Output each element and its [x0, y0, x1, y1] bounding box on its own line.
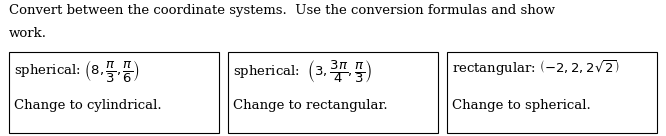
Text: Change to cylindrical.: Change to cylindrical.	[14, 99, 162, 112]
FancyBboxPatch shape	[9, 52, 219, 133]
Text: Change to rectangular.: Change to rectangular.	[233, 99, 388, 112]
Text: Change to spherical.: Change to spherical.	[452, 99, 591, 112]
Text: Convert between the coordinate systems.  Use the conversion formulas and show: Convert between the coordinate systems. …	[9, 4, 555, 17]
Text: work.: work.	[9, 27, 47, 40]
FancyBboxPatch shape	[447, 52, 657, 133]
Text: spherical: $\left(8 , \dfrac{\pi}{3} , \dfrac{\pi}{6}\right)$: spherical: $\left(8 , \dfrac{\pi}{3} , \…	[14, 58, 140, 84]
Text: spherical:  $\left(3 , \dfrac{3\pi}{4} , \dfrac{\pi}{3}\right)$: spherical: $\left(3 , \dfrac{3\pi}{4} , …	[233, 58, 372, 86]
FancyBboxPatch shape	[228, 52, 438, 133]
Text: rectangular: $\left(-2, 2, 2\sqrt{2}\right)$: rectangular: $\left(-2, 2, 2\sqrt{2}\rig…	[452, 58, 620, 78]
